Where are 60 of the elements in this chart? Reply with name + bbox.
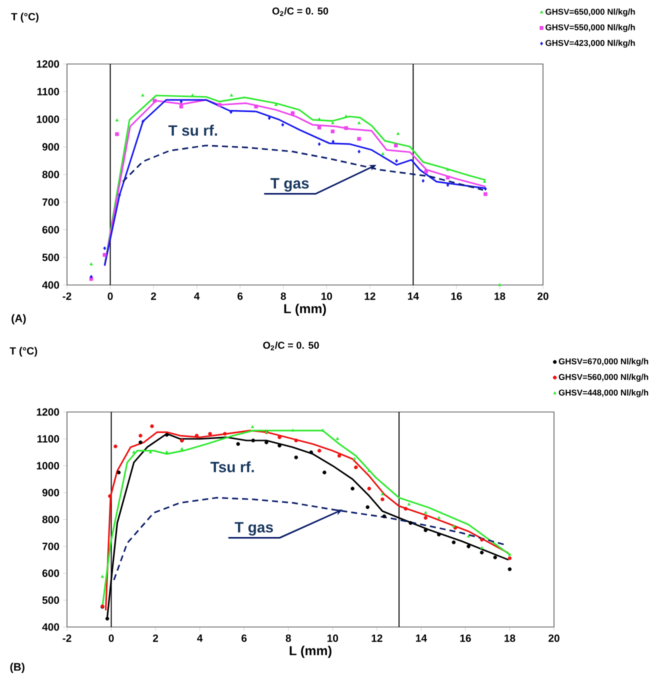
x-tick-label: -2	[62, 634, 72, 642]
legend-label: GHSV=560,000 Nl/kg/h	[559, 374, 648, 382]
y-tick-label: 700	[42, 542, 60, 550]
annotation: T gas	[270, 178, 309, 192]
y-tick-label: 500	[42, 254, 60, 262]
x-tick-label: 2	[153, 634, 158, 642]
y-tick-label: 400	[42, 281, 60, 289]
x-tick-label: 18	[494, 292, 506, 300]
y-tick-label: 1200	[37, 60, 60, 68]
x-tick-label: 12	[364, 292, 376, 300]
x-tick-label: 10	[322, 292, 332, 300]
x-tick-label: 20	[548, 634, 560, 642]
x-tick-label: -2	[62, 292, 72, 300]
x-tick-label: 4	[197, 634, 203, 642]
x-axis-title: L (mm)	[284, 304, 326, 316]
legend-label: GHSV=448,000 Nl/kg/h	[559, 389, 648, 398]
x-axis-title: L (mm)	[290, 646, 332, 658]
y-tick-label: 1100	[38, 435, 60, 443]
legend-label: GHSV=550,000 Nl/kg/h	[546, 24, 636, 32]
y-tick-label: 600	[42, 226, 60, 234]
y-tick-label: 800	[42, 516, 60, 524]
x-tick-label: 16	[451, 292, 462, 300]
y-tick-label: 1000	[37, 116, 60, 123]
x-tick-label: 4	[194, 292, 200, 300]
x-tick-label: 14	[408, 292, 420, 300]
chart-title: O$_{2}$/C = 0. 50	[263, 341, 320, 350]
legend-label: GHSV=423,000 Nl/kg/h	[546, 40, 636, 48]
text: (A)	[12, 314, 26, 324]
text: (B)	[10, 662, 25, 673]
x-tick-label: 8	[280, 292, 286, 300]
y-tick-label: 1000	[37, 462, 60, 470]
x-tick-label: 20	[538, 292, 549, 300]
x-tick-label: 0	[108, 292, 113, 300]
chart-title: O$_{2}$/C = 0. 50	[272, 7, 328, 16]
y-axis-title: T (°C)	[10, 346, 38, 357]
y-tick-label: 700	[42, 198, 60, 206]
x-tick-label: 6	[238, 292, 243, 300]
annotation: T su rf.	[168, 124, 218, 136]
y-tick-label: 800	[42, 170, 60, 178]
x-tick-label: 14	[416, 634, 428, 642]
x-tick-label: 6	[242, 634, 247, 642]
x-tick-label: 8	[286, 634, 292, 642]
y-tick-label: 1200	[37, 408, 60, 416]
x-tick-label: 12	[372, 634, 382, 642]
legend-label: GHSV=670,000 Nl/kg/h	[559, 358, 648, 366]
annotation: Tsu rf.	[210, 461, 254, 472]
y-tick-label: 500	[42, 596, 60, 604]
x-tick-label: 18	[504, 634, 516, 642]
y-axis-title: T (°C)	[11, 12, 39, 22]
y-tick-label: 900	[42, 143, 60, 151]
y-tick-label: 600	[42, 570, 60, 577]
x-tick-label: 0	[108, 634, 114, 642]
y-tick-label: 900	[42, 488, 60, 496]
annotation: T gas	[234, 522, 274, 536]
x-tick-label: 16	[460, 634, 472, 642]
x-tick-label: 2	[151, 292, 156, 300]
y-tick-label: 400	[42, 623, 60, 631]
legend-label: GHSV=650,000 Nl/kg/h	[546, 8, 636, 16]
y-tick-label: 1100	[38, 88, 60, 96]
x-tick-label: 10	[328, 634, 338, 642]
